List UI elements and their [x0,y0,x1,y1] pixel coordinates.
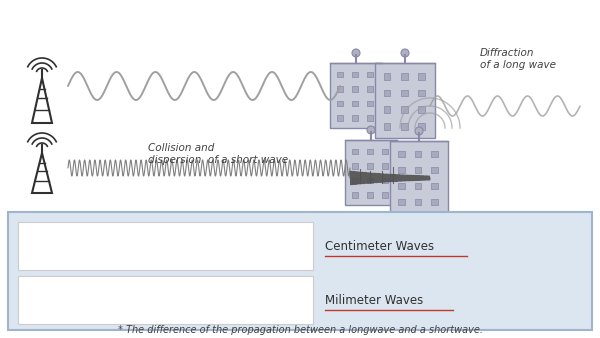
Bar [367,101,373,106]
Bar [398,167,405,173]
Bar [352,72,358,77]
Bar [352,163,358,169]
Bar [330,63,382,128]
Text: Collision and
dispersion  of a short wave: Collision and dispersion of a short wave [148,143,288,165]
Bar [383,106,391,113]
Bar [415,167,421,173]
Bar [401,90,407,96]
Circle shape [367,126,375,134]
Bar [337,115,343,121]
Bar [382,149,388,154]
Bar [398,199,405,205]
Bar [401,73,407,80]
Bar [352,86,358,92]
Bar [390,141,448,213]
Text: Milimeter Waves: Milimeter Waves [325,293,423,307]
Bar [431,151,438,157]
Bar [337,72,343,77]
Bar [352,149,358,154]
Circle shape [401,49,409,57]
Bar [18,276,313,324]
Bar [383,90,391,96]
Bar [18,222,313,270]
Bar [382,192,388,198]
Bar [352,177,358,183]
Bar [418,106,425,113]
Text: * The difference of the propagation between a longwave and a shortwave.: * The difference of the propagation betw… [118,325,482,335]
Bar [8,212,592,330]
Bar [382,177,388,183]
Bar [415,151,421,157]
Bar [415,199,421,205]
Bar [431,167,438,173]
Bar [398,183,405,189]
Bar [367,86,373,92]
Bar [352,192,358,198]
Bar [367,177,373,183]
Bar [367,115,373,121]
Bar [401,123,407,130]
Bar [367,72,373,77]
Circle shape [415,127,423,135]
Bar [367,163,373,169]
Bar [431,183,438,189]
Bar [367,192,373,198]
Bar [367,149,373,154]
Bar [401,106,407,113]
Bar [375,63,435,138]
Bar [418,90,425,96]
Bar [418,123,425,130]
Bar [337,86,343,92]
Circle shape [352,49,360,57]
Bar [352,115,358,121]
Bar [418,73,425,80]
Bar [383,123,391,130]
Text: Centimeter Waves: Centimeter Waves [325,240,434,252]
Bar [383,73,391,80]
Text: Diffraction
of a long wave: Diffraction of a long wave [480,48,556,70]
Bar [431,199,438,205]
Bar [345,140,397,205]
Bar [382,163,388,169]
Bar [352,101,358,106]
Bar [337,101,343,106]
Bar [415,183,421,189]
Bar [398,151,405,157]
